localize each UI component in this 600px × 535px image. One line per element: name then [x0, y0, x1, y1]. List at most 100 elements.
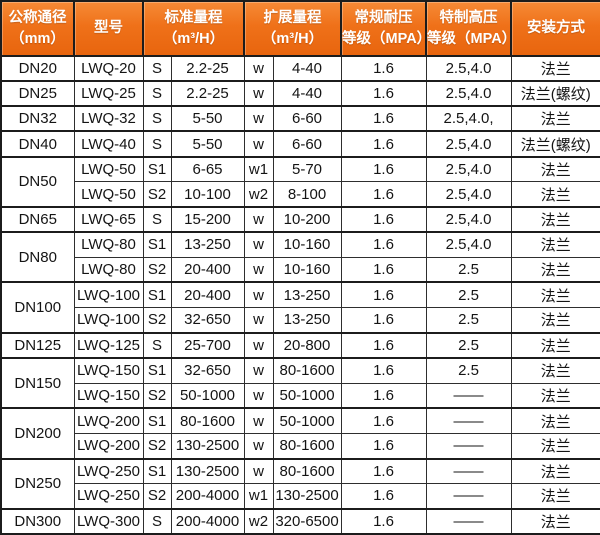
- table-row: DN65 LWQ-65 S 15-200 w 10-200 1.6 2.5,4.…: [0, 205, 600, 233]
- cell-normal-pressure: 1.6: [340, 307, 427, 334]
- cell-extended-range: 130-2500: [272, 483, 342, 510]
- cell-high-pressure: 2.5: [425, 307, 512, 334]
- cell-model: LWQ-300: [73, 507, 144, 535]
- table-row: LWQ-80 S2 20-400 w 10-160 1.6 2.5 法兰: [1, 256, 600, 283]
- cell-range-label: S: [142, 331, 172, 359]
- cell-standard-range: 25-700: [170, 331, 245, 359]
- table-row: DN80 LWQ-80 S1 13-250 w 10-160 1.6 2.5,4…: [0, 231, 600, 283]
- cell-extended-range: 5-70: [272, 155, 342, 183]
- cell-extended-range: 80-1600: [272, 432, 342, 460]
- cell-extended-range: 50-1000: [272, 407, 342, 434]
- table-row: DN300 LWQ-300 S 200-4000 w2 320-6500 1.6…: [0, 507, 600, 535]
- cell-extended-range: 6-60: [272, 105, 342, 132]
- cell-range-label: S1: [142, 457, 172, 485]
- cell-dn: DN40: [0, 130, 75, 158]
- cell-installation: 法兰(螺纹): [510, 130, 600, 158]
- cell-installation: 法兰: [510, 231, 600, 258]
- cell-model: LWQ-100: [73, 281, 144, 309]
- cell-installation: 法兰: [510, 331, 600, 359]
- cell-normal-pressure: 1.6: [340, 130, 427, 158]
- cell-ext-label: w: [243, 382, 274, 409]
- cell-model: LWQ-25: [73, 80, 144, 107]
- cell-range-label: S1: [142, 281, 172, 309]
- cell-model: LWQ-250: [73, 457, 144, 485]
- cell-ext-label: w: [243, 407, 274, 434]
- cell-normal-pressure: 1.6: [340, 80, 427, 107]
- cell-installation: 法兰(螺纹): [510, 80, 600, 107]
- cell-installation: 法兰: [510, 457, 600, 485]
- cell-ext-label: w: [243, 55, 274, 82]
- cell-standard-range: 20-400: [170, 256, 245, 283]
- cell-range-label: S1: [142, 155, 172, 183]
- header-normal-pressure: 常规耐压 等级（MPA）: [340, 0, 431, 57]
- cell-range-label: S2: [142, 382, 172, 409]
- cell-ext-label: w: [243, 281, 274, 309]
- cell-dn: DN150: [0, 356, 75, 409]
- cell-model: LWQ-40: [73, 130, 144, 158]
- cell-model: LWQ-125: [73, 331, 144, 359]
- cell-normal-pressure: 1.6: [340, 231, 427, 258]
- cell-dn: DN300: [0, 507, 75, 535]
- cell-ext-label: w: [243, 231, 274, 258]
- table-row: DN250 LWQ-250 S1 130-2500 w 80-1600 1.6 …: [0, 457, 600, 510]
- cell-ext-label: w: [243, 130, 274, 158]
- cell-normal-pressure: 1.6: [340, 356, 427, 384]
- cell-normal-pressure: 1.6: [340, 331, 427, 359]
- cell-standard-range: 15-200: [170, 205, 245, 233]
- cell-extended-range: 320-6500: [272, 507, 342, 535]
- cell-installation: 法兰: [510, 205, 600, 233]
- cell-range-label: S1: [142, 356, 172, 384]
- cell-high-pressure: ——: [425, 432, 512, 460]
- cell-ext-label: w: [243, 80, 274, 107]
- cell-ext-label: w: [243, 105, 274, 132]
- cell-standard-range: 2.2-25: [170, 80, 245, 107]
- cell-standard-range: 2.2-25: [170, 55, 245, 82]
- header-row: 公称通径 （mm） 型号 标准量程 （m³/H） 扩展量程 （m³/H） 常规耐…: [0, 0, 600, 57]
- cell-ext-label: w2: [243, 181, 274, 208]
- cell-extended-range: 10-160: [272, 231, 342, 258]
- cell-model: LWQ-65: [73, 205, 144, 233]
- cell-model: LWQ-50: [73, 181, 144, 208]
- cell-extended-range: 50-1000: [272, 382, 342, 409]
- cell-high-pressure: ——: [425, 483, 512, 510]
- cell-standard-range: 5-50: [170, 130, 245, 158]
- cell-model: LWQ-150: [73, 356, 144, 384]
- cell-dn: DN65: [0, 205, 75, 233]
- cell-ext-label: w1: [243, 483, 274, 510]
- cell-range-label: S1: [142, 231, 172, 258]
- cell-range-label: S: [142, 55, 172, 82]
- cell-high-pressure: 2.5: [425, 281, 512, 309]
- cell-dn: DN100: [0, 281, 75, 334]
- cell-high-pressure: 2.5: [425, 331, 512, 359]
- cell-range-label: S: [142, 507, 172, 535]
- table-row: DN20 LWQ-20 S 2.2-25 w 4-40 1.6 2.5,4.0 …: [0, 55, 600, 82]
- cell-installation: 法兰: [510, 307, 600, 334]
- cell-normal-pressure: 1.6: [340, 407, 427, 434]
- cell-dn: DN25: [0, 80, 75, 107]
- cell-dn: DN200: [0, 407, 75, 460]
- cell-installation: 法兰: [510, 356, 600, 384]
- cell-high-pressure: 2.5,4.0: [425, 231, 512, 258]
- cell-normal-pressure: 1.6: [340, 432, 427, 460]
- table-row: DN50 LWQ-50 S1 6-65 w1 5-70 1.6 2.5,4.0 …: [0, 155, 600, 208]
- table-row: DN25 LWQ-25 S 2.2-25 w 4-40 1.6 2.5,4.0 …: [0, 80, 600, 107]
- cell-ext-label: w: [243, 457, 274, 485]
- cell-extended-range: 4-40: [272, 55, 342, 82]
- cell-standard-range: 32-650: [170, 356, 245, 384]
- cell-normal-pressure: 1.6: [340, 457, 427, 485]
- cell-ext-label: w: [243, 256, 274, 283]
- cell-standard-range: 50-1000: [170, 382, 245, 409]
- cell-installation: 法兰: [510, 181, 600, 208]
- cell-standard-range: 200-4000: [170, 483, 245, 510]
- cell-range-label: S1: [142, 407, 172, 434]
- cell-range-label: S2: [142, 483, 172, 510]
- cell-high-pressure: 2.5,4.0: [425, 80, 512, 107]
- cell-installation: 法兰: [510, 155, 600, 183]
- table-row: DN100 LWQ-100 S1 20-400 w 13-250 1.6 2.5…: [0, 281, 600, 334]
- header-installation: 安装方式: [510, 0, 600, 57]
- cell-ext-label: w: [243, 331, 274, 359]
- cell-extended-range: 80-1600: [272, 356, 342, 384]
- table-row: LWQ-200 S2 130-2500 w 80-1600 1.6 —— 法兰: [1, 432, 600, 460]
- header-high-pressure: 特制高压 等级（MPA）: [425, 0, 516, 57]
- cell-ext-label: w: [243, 356, 274, 384]
